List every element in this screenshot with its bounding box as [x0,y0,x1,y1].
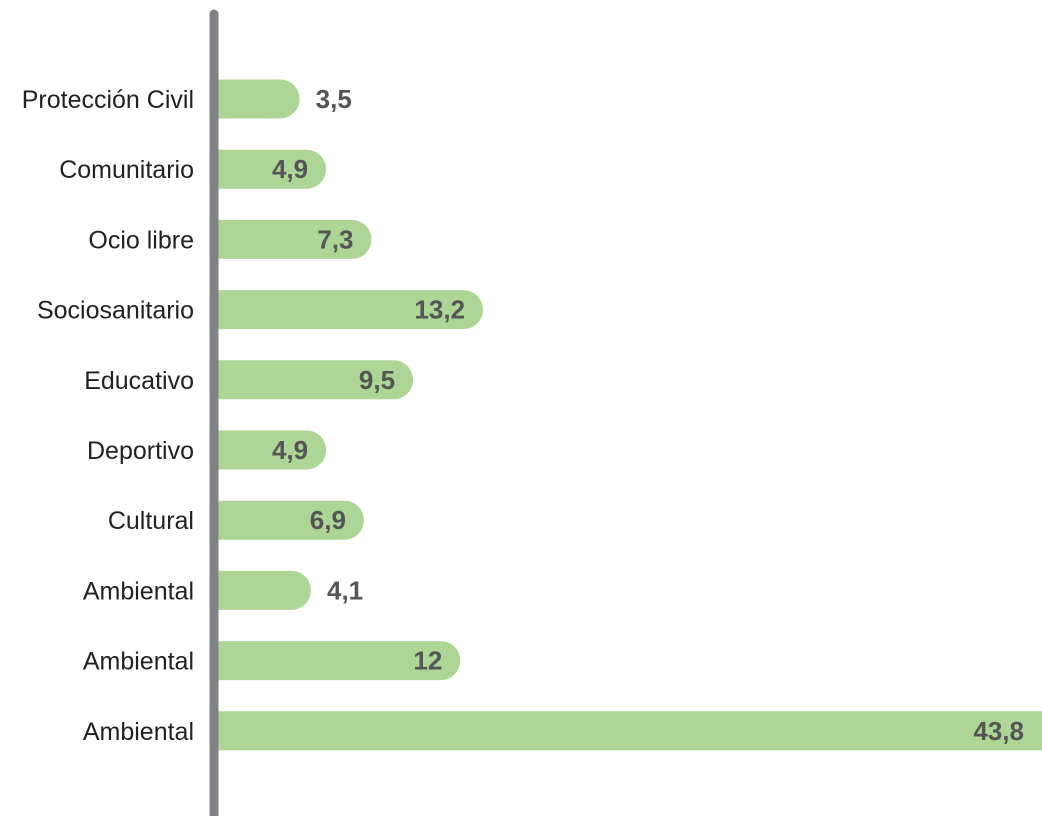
bar-5 [214,430,327,470]
category-label-8: Ambiental [83,648,194,676]
value-label-4: 9,5 [359,365,395,395]
category-label-1: Comunitario [59,156,194,184]
category-label-3: Sociosanitario [37,297,194,325]
value-label-8: 12 [413,646,442,676]
value-label-6: 6,9 [310,505,346,535]
bar-1 [214,149,327,189]
bar-4 [214,360,414,400]
value-label-9: 43,8 [973,716,1024,746]
category-label-2: Ocio libre [88,226,194,254]
bar-2 [214,219,372,259]
value-label-7: 4,1 [327,575,363,605]
category-label-4: Educativo [84,367,194,395]
value-label-0: 3,5 [316,84,352,114]
bar-7 [214,570,312,610]
bar-0 [214,79,300,119]
category-label-7: Ambiental [83,577,194,605]
bar-9 [214,711,1042,751]
category-label-5: Deportivo [87,437,194,465]
value-labels-group: 3,5 4,9 7,3 13,2 9,5 4,9 6,9 4,1 12 43,8 [272,84,1024,746]
category-labels-group: Protección Civil Comunitario Ocio libre Soc… [22,86,194,746]
category-label-9: Ambiental [83,718,194,746]
value-label-2: 7,3 [317,224,353,254]
category-label-6: Cultural [108,507,194,535]
value-label-5: 4,9 [272,435,308,465]
bars-group [214,79,1042,751]
value-label-3: 13,2 [414,295,465,325]
bar-8 [214,641,461,681]
bar-3 [214,290,484,330]
value-label-1: 4,9 [272,154,308,184]
category-label-0: Protección Civil [22,86,194,114]
bar-6 [214,500,364,540]
